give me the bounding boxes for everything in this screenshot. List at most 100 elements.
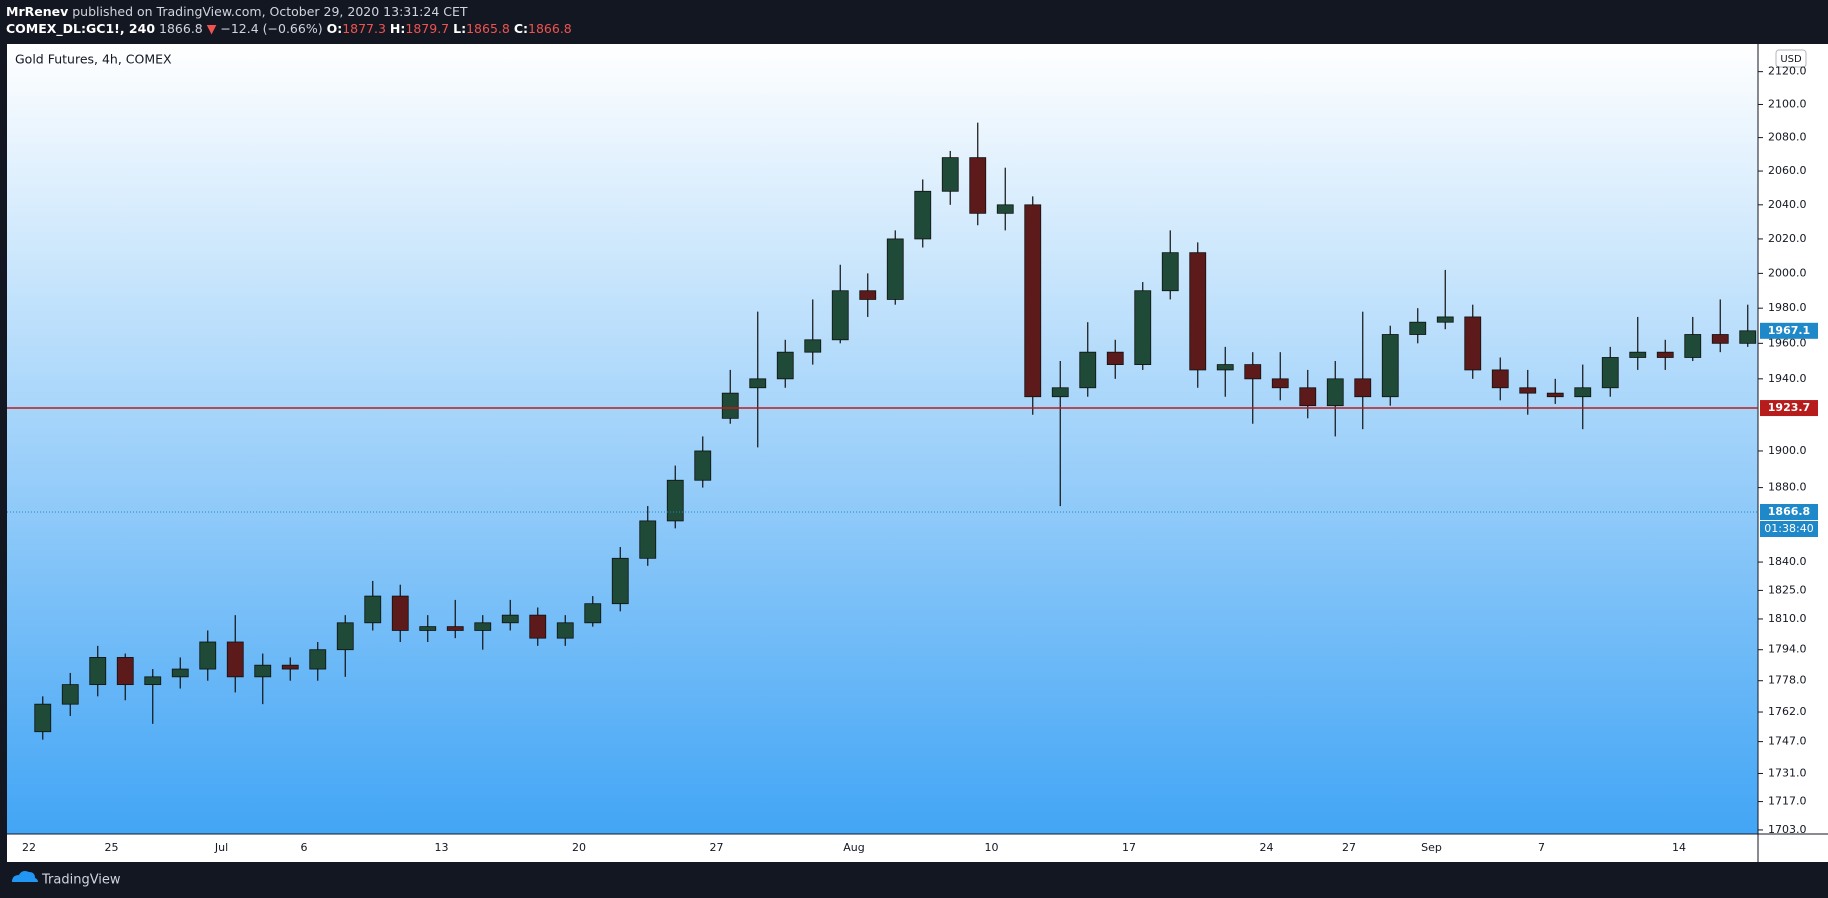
candle-body <box>1161 252 1179 292</box>
y-tick-label: 1717.0 <box>1768 795 1807 808</box>
x-tick-label: 7 <box>1538 841 1545 854</box>
x-tick-label: Sep <box>1421 841 1442 854</box>
candle-body <box>1354 378 1372 398</box>
candle-body <box>1711 334 1729 344</box>
candle-body <box>309 649 327 670</box>
candle-body <box>1271 378 1289 389</box>
last-price-label: 1866.8 <box>1768 505 1810 518</box>
published: published on TradingView.com, October 29… <box>72 4 468 19</box>
candle-body <box>1189 252 1207 371</box>
candle-body <box>776 351 794 380</box>
candle-body <box>804 339 822 353</box>
x-tick-label: 14 <box>1672 841 1686 854</box>
c-label: C: <box>513 21 529 36</box>
candle-body <box>419 626 437 631</box>
y-tick-label: 1778.0 <box>1768 674 1807 687</box>
candle-body <box>1216 364 1234 371</box>
candle-body <box>171 668 189 678</box>
y-tick-label: 1880.0 <box>1768 481 1807 494</box>
publisher: MrRenev <box>6 4 69 19</box>
logo-icon <box>12 871 38 882</box>
candle-body <box>1409 321 1427 335</box>
l: 1865.8 <box>466 21 510 36</box>
x-tick-label: 6 <box>301 841 308 854</box>
candle-body <box>611 557 629 605</box>
x-tick-label: 25 <box>105 841 119 854</box>
y-tick-label: 1794.0 <box>1768 643 1807 656</box>
candle-body <box>666 479 684 522</box>
l-label: L: <box>453 21 467 36</box>
hline-label: 1923.7 <box>1768 401 1810 414</box>
candle-body <box>336 622 354 651</box>
candle-body <box>584 603 602 624</box>
candle-body <box>749 378 767 389</box>
candle-body <box>694 450 712 481</box>
y-tick-label: 1900.0 <box>1768 444 1807 457</box>
x-tick-label: Jul <box>214 841 228 854</box>
publish-line: MrRenev published on TradingView.com, Oc… <box>6 3 572 20</box>
y-tick-label: 2060.0 <box>1768 164 1807 177</box>
candle-body <box>1244 364 1262 380</box>
c: 1866.8 <box>528 21 572 36</box>
x-tick-label: Aug <box>843 841 864 854</box>
y-tick-label: 2100.0 <box>1768 97 1807 110</box>
candle-body <box>1684 334 1702 358</box>
countdown: 01:38:40 <box>1764 522 1813 535</box>
quote-line: COMEX_DL:GC1!, 240 1866.8 ▼ −12.4 (−0.66… <box>6 20 572 37</box>
last-price-box <box>1760 503 1818 520</box>
y-tick-label: 1731.0 <box>1768 766 1807 779</box>
logo <box>12 871 38 882</box>
countdown-box <box>1760 520 1818 537</box>
change: −12.4 (−0.66%) <box>220 21 323 36</box>
candle-body <box>364 595 382 624</box>
candle-body <box>34 703 52 733</box>
y-tick-label: 1810.0 <box>1768 612 1807 625</box>
y-tick-label: 1762.0 <box>1768 705 1807 718</box>
candle-body <box>996 204 1014 214</box>
brand: TradingView <box>41 873 121 888</box>
y-tick-label: 1747.0 <box>1768 735 1807 748</box>
candle-body <box>1656 351 1674 358</box>
candle-body <box>1464 316 1482 371</box>
x-tick-label: 10 <box>985 841 999 854</box>
currency: USD <box>1780 54 1802 65</box>
candle-body <box>1024 204 1042 398</box>
y-tick-label: 2000.0 <box>1768 266 1807 279</box>
candle-body <box>144 676 162 686</box>
candle-body <box>1629 351 1647 358</box>
y-tick-label: 2080.0 <box>1768 131 1807 144</box>
chart-title: Gold Futures, 4h, COMEX <box>15 52 172 67</box>
candle-body <box>116 657 134 686</box>
last-visible-label: 1967.1 <box>1768 324 1810 337</box>
x-tick-label: 17 <box>1122 841 1136 854</box>
y-tick-label: 1980.0 <box>1768 301 1807 314</box>
candle-body <box>446 626 464 631</box>
y-tick-label: 1825.0 <box>1768 583 1807 596</box>
y-tick-label: 2040.0 <box>1768 198 1807 211</box>
candles <box>34 122 1757 740</box>
currency-button[interactable] <box>1775 49 1807 68</box>
candle-body <box>1574 387 1592 398</box>
candle-body <box>474 622 492 631</box>
candle-body <box>1491 369 1509 389</box>
x-tick-label: 22 <box>22 841 36 854</box>
y-tick-label: 1960.0 <box>1768 336 1807 349</box>
arrow: ▼ <box>206 21 217 36</box>
candle-body <box>254 664 272 678</box>
candle-body <box>226 641 244 678</box>
candle-body <box>1519 387 1537 394</box>
candle-body <box>199 641 217 670</box>
last-visible-box <box>1760 322 1818 339</box>
x-tick-label: 27 <box>710 841 724 854</box>
candle-body <box>1079 351 1097 389</box>
candle-body <box>1299 387 1317 407</box>
y-tick-label: 1840.0 <box>1768 555 1807 568</box>
candle-body <box>969 157 987 214</box>
candle-body <box>1051 387 1069 398</box>
candle-body <box>89 657 107 686</box>
candle-body <box>1436 316 1454 323</box>
x-tick-label: 24 <box>1260 841 1274 854</box>
candle-body <box>886 238 904 300</box>
candle-body <box>281 664 299 670</box>
